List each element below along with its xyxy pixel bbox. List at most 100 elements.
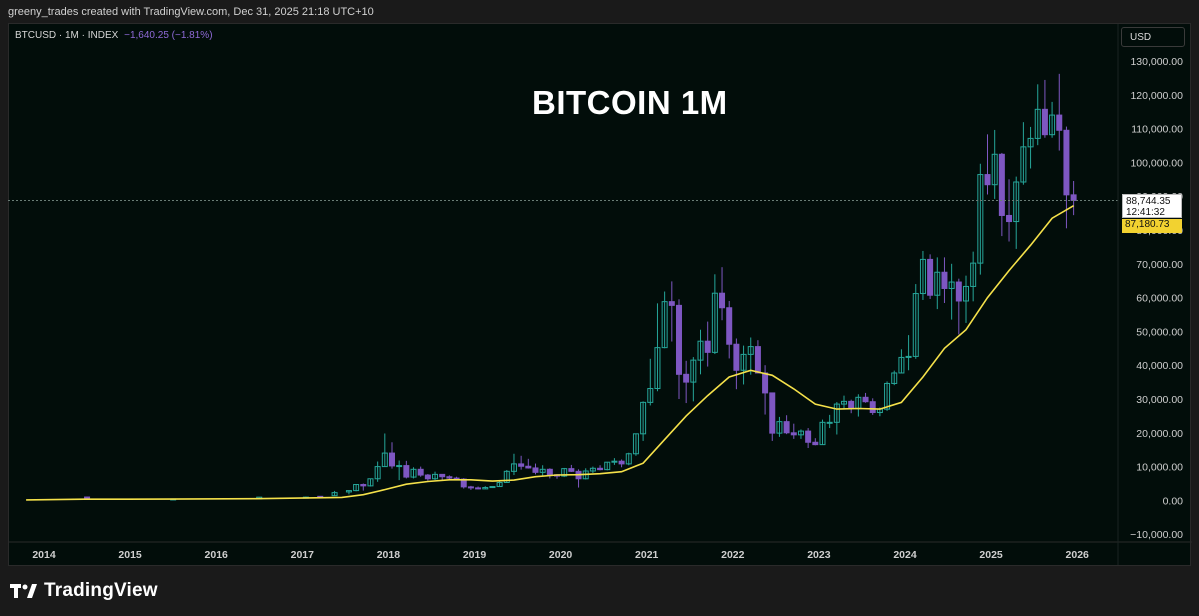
candle[interactable] bbox=[776, 416, 783, 437]
candle[interactable] bbox=[704, 321, 711, 367]
candle[interactable] bbox=[740, 345, 747, 385]
candle[interactable] bbox=[833, 402, 840, 435]
candle[interactable] bbox=[898, 349, 905, 374]
candle[interactable] bbox=[934, 257, 941, 310]
candle[interactable] bbox=[1049, 101, 1056, 138]
candle[interactable] bbox=[805, 428, 812, 449]
tradingview-logo[interactable]: TradingView bbox=[10, 580, 158, 602]
candle[interactable] bbox=[439, 473, 446, 481]
candle[interactable] bbox=[661, 291, 668, 349]
candle[interactable] bbox=[417, 466, 424, 477]
candle[interactable] bbox=[1070, 180, 1077, 216]
candle[interactable] bbox=[575, 469, 582, 488]
candle[interactable] bbox=[625, 452, 632, 466]
candle[interactable] bbox=[719, 267, 726, 321]
candle[interactable] bbox=[640, 401, 647, 441]
candle[interactable] bbox=[611, 458, 618, 465]
candle[interactable] bbox=[597, 465, 604, 471]
candle[interactable] bbox=[733, 338, 740, 390]
candle[interactable] bbox=[927, 254, 934, 299]
candle[interactable] bbox=[496, 481, 503, 488]
candle[interactable] bbox=[826, 414, 833, 429]
candle[interactable] bbox=[998, 152, 1005, 237]
candle[interactable] bbox=[84, 496, 91, 499]
candle[interactable] bbox=[589, 466, 596, 474]
candle[interactable] bbox=[697, 329, 704, 375]
candle[interactable] bbox=[489, 486, 496, 489]
candle[interactable] bbox=[919, 250, 926, 300]
candle[interactable] bbox=[891, 370, 898, 386]
candle[interactable] bbox=[841, 395, 848, 410]
candle[interactable] bbox=[532, 463, 539, 475]
candle[interactable] bbox=[783, 415, 790, 435]
candle[interactable] bbox=[991, 129, 998, 199]
candle[interactable] bbox=[812, 438, 819, 446]
candle[interactable] bbox=[374, 461, 381, 482]
candle[interactable] bbox=[1056, 73, 1063, 151]
candle[interactable] bbox=[690, 357, 697, 402]
candle[interactable] bbox=[331, 490, 338, 497]
candle[interactable] bbox=[647, 358, 654, 406]
candle[interactable] bbox=[977, 163, 984, 275]
candle[interactable] bbox=[790, 423, 797, 439]
candle[interactable] bbox=[726, 300, 733, 359]
candle[interactable] bbox=[797, 429, 804, 439]
candle[interactable] bbox=[869, 398, 876, 415]
candle[interactable] bbox=[1020, 122, 1027, 185]
candle[interactable] bbox=[1063, 126, 1070, 229]
candle[interactable] bbox=[367, 478, 374, 487]
candle[interactable] bbox=[941, 257, 948, 304]
candle[interactable] bbox=[683, 360, 690, 404]
candle[interactable] bbox=[482, 486, 489, 490]
candle[interactable] bbox=[410, 467, 417, 479]
candle[interactable] bbox=[668, 281, 675, 342]
candle[interactable] bbox=[675, 299, 682, 399]
candle[interactable] bbox=[546, 468, 553, 479]
candle[interactable] bbox=[747, 337, 754, 375]
candle[interactable] bbox=[525, 458, 532, 469]
candle[interactable] bbox=[388, 442, 395, 469]
candle[interactable] bbox=[360, 483, 367, 491]
candle[interactable] bbox=[539, 465, 546, 476]
chart-panel[interactable] bbox=[8, 23, 1191, 566]
candle[interactable] bbox=[912, 284, 919, 359]
candle[interactable] bbox=[424, 474, 431, 481]
candle-body bbox=[711, 292, 718, 353]
candle[interactable] bbox=[1013, 176, 1020, 249]
candle[interactable] bbox=[345, 490, 352, 495]
candle[interactable] bbox=[1027, 126, 1034, 169]
candle[interactable] bbox=[475, 486, 482, 490]
candle[interactable] bbox=[467, 485, 474, 490]
candle[interactable] bbox=[819, 419, 826, 446]
candle[interactable] bbox=[510, 453, 517, 476]
candle[interactable] bbox=[618, 459, 625, 468]
candle[interactable] bbox=[1006, 179, 1013, 242]
candle[interactable] bbox=[884, 381, 891, 411]
currency-button[interactable]: USD bbox=[1121, 27, 1185, 47]
candle[interactable] bbox=[970, 251, 977, 302]
candle[interactable] bbox=[905, 335, 912, 371]
candle[interactable] bbox=[711, 274, 718, 355]
candle[interactable] bbox=[955, 278, 962, 335]
candle[interactable] bbox=[855, 394, 862, 417]
candle[interactable] bbox=[568, 464, 575, 473]
candle[interactable] bbox=[632, 433, 639, 456]
candle[interactable] bbox=[654, 303, 661, 392]
candle[interactable] bbox=[604, 461, 611, 471]
candle[interactable] bbox=[769, 392, 776, 441]
candle[interactable] bbox=[948, 263, 955, 320]
candle[interactable] bbox=[862, 392, 869, 403]
candle[interactable] bbox=[848, 399, 855, 414]
candle[interactable] bbox=[984, 134, 991, 195]
candle[interactable] bbox=[396, 460, 403, 481]
candle[interactable] bbox=[1034, 84, 1041, 146]
candle[interactable] bbox=[518, 455, 525, 470]
candle[interactable] bbox=[403, 460, 410, 479]
candle[interactable] bbox=[1041, 79, 1048, 138]
candle[interactable] bbox=[754, 340, 761, 374]
candle[interactable] bbox=[381, 433, 388, 468]
candle[interactable] bbox=[962, 275, 969, 323]
candle[interactable] bbox=[353, 484, 360, 492]
candle[interactable] bbox=[432, 471, 439, 481]
